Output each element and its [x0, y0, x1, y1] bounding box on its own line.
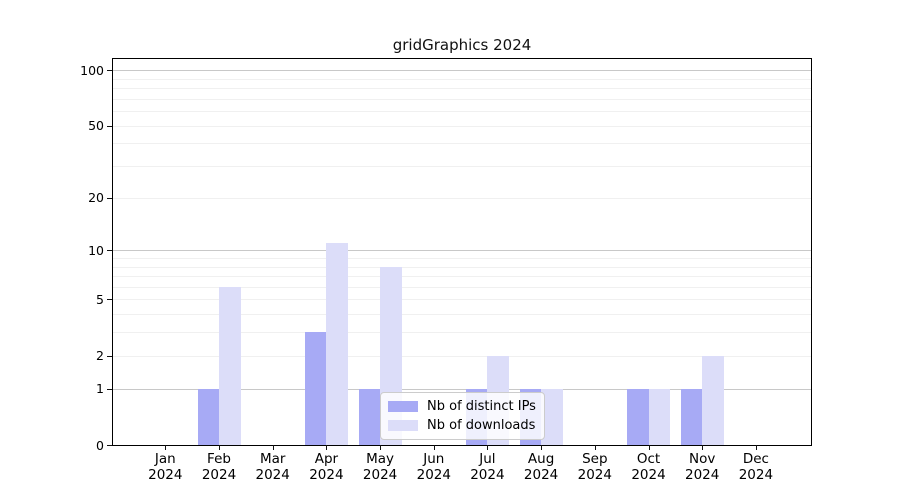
x-axis-tick: [272, 445, 274, 450]
x-axis-tick: [433, 445, 435, 450]
y-axis-tick-label: 50: [88, 118, 104, 133]
bar-distinct-ips: [304, 332, 327, 445]
x-axis-label: Jul 2024: [457, 451, 517, 483]
x-axis-label-year: 2024: [416, 467, 451, 483]
x-axis-label-year: 2024: [577, 467, 612, 483]
x-axis-label: Apr 2024: [296, 451, 356, 483]
legend-item-distinct-ips: Nb of distinct IPs: [388, 399, 536, 414]
bar-distinct-ips: [627, 388, 649, 445]
x-axis-label: Jun 2024: [404, 451, 464, 483]
x-axis-tick: [219, 445, 220, 450]
x-axis-label: May 2024: [350, 451, 410, 483]
y-axis-tick: [107, 299, 112, 301]
bar-downloads: [702, 355, 724, 445]
bar-downloads: [648, 388, 670, 445]
y-axis-tick: [107, 355, 112, 357]
y-axis-tick: [107, 388, 112, 390]
y-axis-tick-label: 100: [80, 62, 104, 78]
gridline-major: [113, 388, 811, 390]
x-axis-tick: [755, 445, 757, 450]
gridline-minor: [113, 197, 811, 199]
x-axis-label-year: 2024: [738, 467, 774, 483]
y-axis-tick: [107, 125, 112, 127]
x-axis-label: Mar 2024: [243, 451, 303, 483]
gridline-minor: [113, 257, 811, 259]
x-axis-tick: [541, 445, 543, 450]
x-axis-label-year: 2024: [309, 467, 344, 483]
legend-swatch-distinct-ips-icon: [388, 401, 418, 412]
gridline-major: [113, 70, 811, 71]
y-axis-tick: [107, 250, 112, 252]
x-axis-label-year: 2024: [362, 467, 398, 483]
gridline-minor: [113, 355, 811, 357]
gridline-minor: [113, 286, 811, 288]
x-axis-label: Dec 2024: [726, 451, 786, 483]
legend-item-downloads: Nb of downloads: [388, 418, 536, 433]
chart-title: gridGraphics 2024: [392, 36, 532, 54]
x-axis-tick: [702, 445, 704, 450]
x-axis-label: Nov 2024: [672, 451, 732, 483]
y-axis-tick-label: 1: [96, 381, 104, 397]
gridline-minor: [113, 143, 811, 145]
legend-label-distinct-ips: Nb of distinct IPs: [427, 399, 536, 414]
y-axis-tick-label: 20: [88, 190, 104, 206]
x-axis-label: Aug 2024: [511, 451, 571, 483]
gridline-minor: [113, 166, 811, 167]
bar-downloads: [541, 388, 563, 445]
bar-distinct-ips: [197, 388, 219, 445]
gridline-minor: [113, 78, 811, 80]
x-axis-tick: [594, 445, 596, 450]
x-axis-label-year: 2024: [685, 467, 720, 483]
x-axis-tick: [648, 445, 650, 450]
y-axis-tick: [107, 197, 112, 199]
x-axis-label: Jan 2024: [135, 451, 195, 483]
x-axis-tick: [165, 445, 167, 450]
gridline-minor: [113, 314, 811, 316]
gridline-minor: [113, 87, 811, 89]
legend: Nb of distinct IPs Nb of downloads: [380, 392, 545, 440]
gridline-minor: [113, 98, 811, 100]
gridline-minor: [113, 332, 811, 334]
x-axis-tick: [380, 445, 382, 450]
y-axis-tick: [107, 445, 112, 446]
x-axis-label-year: 2024: [255, 467, 290, 483]
gridline-minor: [113, 111, 811, 112]
x-axis-label-year: 2024: [201, 467, 237, 483]
bar-distinct-ips: [680, 388, 703, 445]
x-axis-label: Feb 2024: [189, 451, 249, 483]
y-axis-tick-label: 0: [96, 437, 104, 453]
x-axis-label-year: 2024: [523, 467, 559, 483]
x-axis-label-year: 2024: [148, 467, 183, 483]
x-axis-tick: [487, 445, 489, 450]
y-axis-tick-label: 5: [96, 291, 104, 307]
gridline-minor: [113, 299, 811, 301]
legend-label-downloads: Nb of downloads: [427, 418, 536, 433]
gridline-minor: [113, 276, 811, 277]
x-axis-label: Sep 2024: [565, 451, 625, 483]
x-axis-label: Oct 2024: [619, 451, 679, 483]
x-axis-label-year: 2024: [470, 467, 505, 483]
y-axis-tick-label: 2: [96, 348, 104, 364]
bar-downloads: [219, 286, 241, 445]
x-axis-label-year: 2024: [631, 467, 666, 483]
y-axis-tick-label: 10: [88, 242, 104, 258]
y-axis-tick: [107, 70, 112, 71]
gridline-minor: [113, 266, 811, 268]
legend-swatch-downloads-icon: [388, 420, 418, 431]
x-axis-tick: [326, 445, 328, 450]
bar-downloads: [326, 243, 348, 445]
bar-distinct-ips: [358, 388, 381, 445]
gridline-major: [113, 250, 811, 252]
gridline-minor: [113, 125, 811, 127]
